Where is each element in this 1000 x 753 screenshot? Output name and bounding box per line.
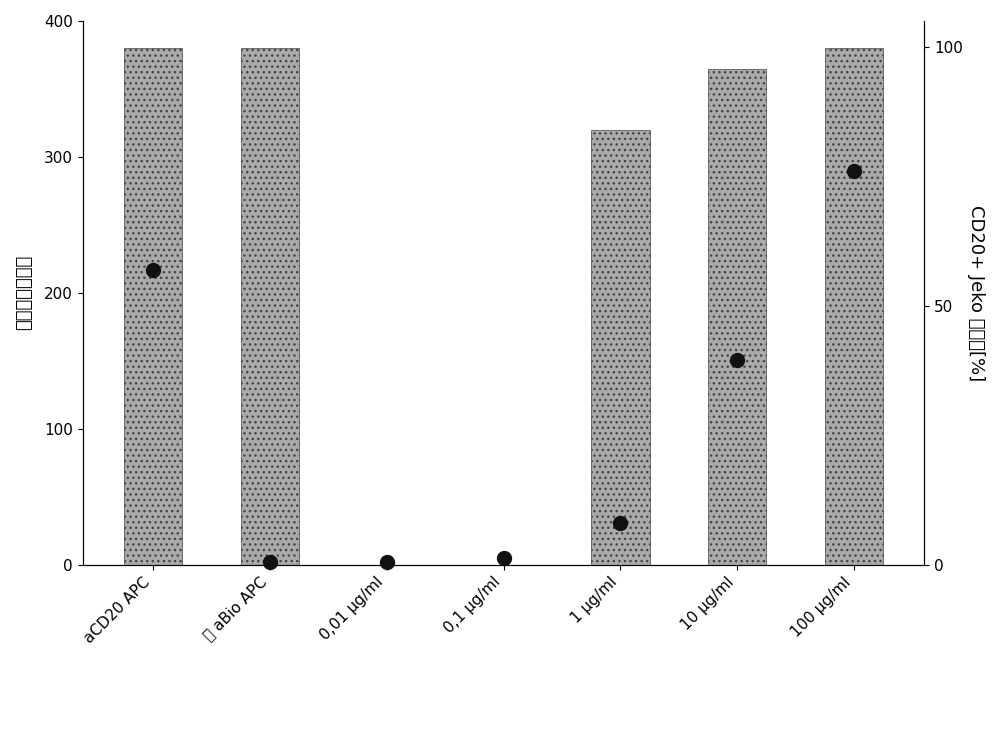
Y-axis label: 中位数荧光强度: 中位数荧光强度 <box>15 255 33 331</box>
Bar <box>825 48 883 565</box>
Y-axis label: CD20+ Jeko 阳性率[%]: CD20+ Jeko 阳性率[%] <box>967 205 985 381</box>
Bar <box>241 48 299 565</box>
Bar <box>124 48 182 565</box>
Bar <box>591 130 650 565</box>
Bar <box>708 69 766 565</box>
